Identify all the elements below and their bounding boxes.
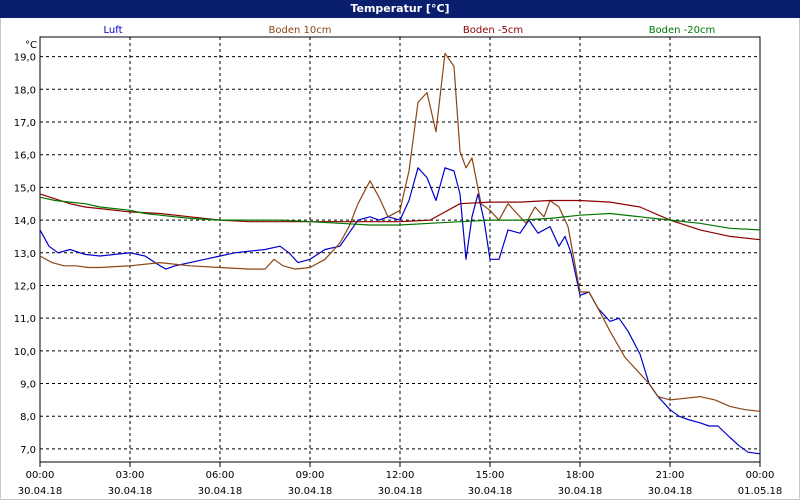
- x-tick-date-label: 01.05.18: [738, 486, 783, 497]
- series-line: [39, 193, 761, 241]
- x-tick-time-label: 12:00: [386, 470, 415, 481]
- legend-entry: Boden -5cm: [463, 25, 523, 36]
- series-line: [39, 52, 761, 412]
- y-tick-label: 8,0: [20, 412, 36, 423]
- y-tick-label: 13,0: [14, 249, 36, 260]
- series-line: [39, 167, 761, 455]
- x-tick-date-label: 30.04.18: [198, 486, 243, 497]
- y-tick-label: 19,0: [14, 53, 36, 64]
- y-tick-label: 16,0: [14, 151, 36, 162]
- y-tick-label: 17,0: [14, 118, 36, 129]
- legend-entry: Boden -20cm: [649, 25, 716, 36]
- chart-title: Temperatur [°C]: [0, 0, 800, 18]
- y-axis-unit: °C: [25, 40, 37, 51]
- x-tick-date-label: 30.04.18: [108, 486, 153, 497]
- y-tick-label: 9,0: [20, 380, 36, 391]
- x-tick-time-label: 06:00: [206, 470, 235, 481]
- x-tick-time-label: 18:00: [566, 470, 595, 481]
- y-tick-label: 7,0: [20, 445, 36, 456]
- x-tick-time-label: 09:00: [296, 470, 325, 481]
- x-tick-date-label: 30.04.18: [558, 486, 603, 497]
- x-tick-time-label: 00:00: [746, 470, 775, 481]
- x-tick-date-label: 30.04.18: [18, 486, 63, 497]
- y-tick-label: 15,0: [14, 183, 36, 194]
- y-tick-label: 12,0: [14, 281, 36, 292]
- y-tick-label: 18,0: [14, 85, 36, 96]
- legend-entry: Luft: [104, 25, 123, 36]
- x-tick-time-label: 03:00: [116, 470, 145, 481]
- y-tick-label: 10,0: [14, 347, 36, 358]
- x-tick-time-label: 21:00: [656, 470, 685, 481]
- legend-entry: Boden 10cm: [269, 25, 332, 36]
- y-tick-label: 11,0: [14, 314, 36, 325]
- x-tick-date-label: 30.04.18: [468, 486, 513, 497]
- x-tick-date-label: 30.04.18: [378, 486, 423, 497]
- x-tick-time-label: 15:00: [476, 470, 505, 481]
- x-tick-time-label: 00:00: [26, 470, 55, 481]
- x-tick-date-label: 30.04.18: [648, 486, 693, 497]
- series-line: [39, 196, 761, 231]
- y-tick-label: 14,0: [14, 216, 36, 227]
- x-tick-date-label: 30.04.18: [288, 486, 333, 497]
